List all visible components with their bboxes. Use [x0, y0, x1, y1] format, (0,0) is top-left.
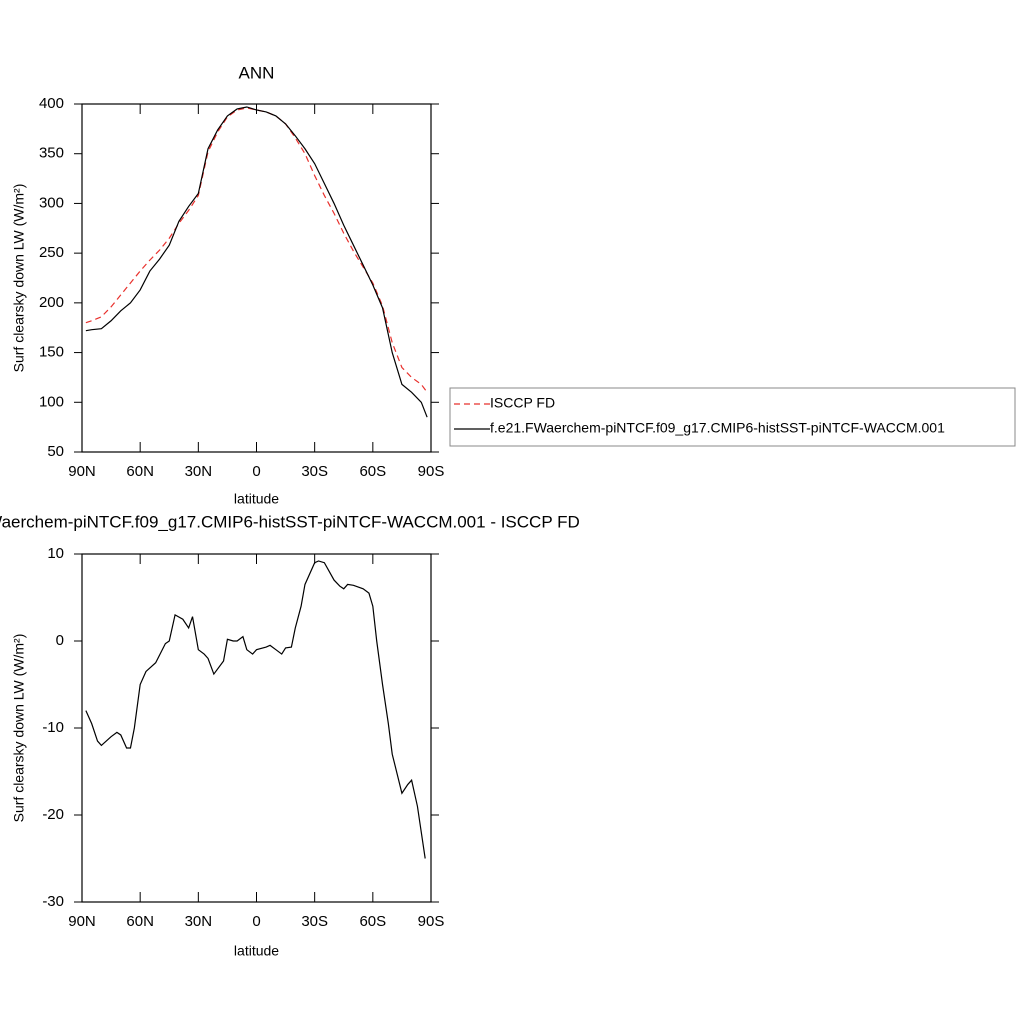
y-tick-label: 10 [47, 545, 64, 562]
x-tick-label: 0 [252, 463, 260, 480]
x-tick-label: 30N [185, 913, 213, 930]
x-tick-label: 60S [359, 913, 386, 930]
y-tick-label: -10 [42, 719, 64, 736]
x-tick-label: 90S [418, 463, 445, 480]
x-tick-label: 90S [418, 913, 445, 930]
data-line [85, 560, 426, 859]
x-tick-label: 90N [68, 463, 96, 480]
plot-frame [81, 103, 432, 453]
y-tick-label: 250 [39, 244, 64, 261]
y-tick-label: 50 [47, 443, 64, 460]
y-tick-label: 0 [56, 632, 64, 649]
x-tick-label: 60N [126, 463, 154, 480]
y-tick-label: -30 [42, 893, 64, 910]
legend-box [449, 387, 1016, 447]
y-tick-label: 150 [39, 344, 64, 361]
y-tick-label: 400 [39, 95, 64, 112]
chart-title: ANN [239, 63, 275, 82]
x-tick-label: 60N [126, 913, 154, 930]
plot-frame [81, 553, 432, 903]
x-axis-label: latitude [234, 491, 279, 507]
chart-title: f.e21.FWaerchem-piNTCF.f09_g17.CMIP6-his… [0, 512, 580, 531]
y-axis-label: Surf clearsky down LW (W/m²) [11, 184, 27, 373]
y-tick-label: 200 [39, 294, 64, 311]
data-line [85, 106, 428, 418]
y-tick-label: 100 [39, 393, 64, 410]
x-tick-label: 90N [68, 913, 96, 930]
y-tick-label: -20 [42, 806, 64, 823]
y-axis-label: Surf clearsky down LW (W/m²) [11, 634, 27, 823]
x-tick-label: 30N [185, 463, 213, 480]
x-tick-label: 0 [252, 913, 260, 930]
data-line [85, 107, 428, 393]
x-tick-label: 30S [301, 913, 328, 930]
x-axis-label: latitude [234, 943, 279, 959]
y-tick-label: 350 [39, 145, 64, 162]
legend-label: f.e21.FWaerchem-piNTCF.f09_g17.CMIP6-his… [490, 420, 945, 436]
legend-label: ISCCP FD [490, 395, 555, 411]
x-tick-label: 30S [301, 463, 328, 480]
y-tick-label: 300 [39, 194, 64, 211]
x-tick-label: 60S [359, 463, 386, 480]
